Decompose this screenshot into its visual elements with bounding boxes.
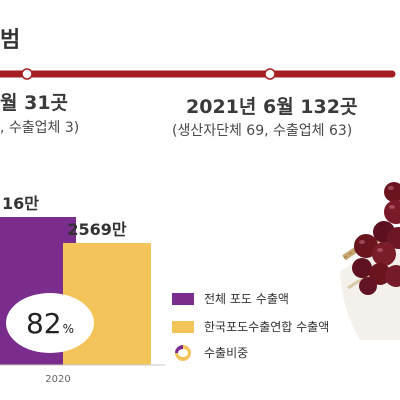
timeline <box>0 68 396 80</box>
legend-label-union: 한국포도수출연합 수출액 <box>204 320 330 334</box>
x-tick-label: 2020 <box>45 374 70 385</box>
bar-label-union: 2569만 <box>67 220 127 239</box>
timeline-marker <box>264 68 276 80</box>
legend-item-total: 전체 포도 수출액 <box>172 290 289 307</box>
share-label: 82% <box>26 307 74 340</box>
milestone-1-subtitle: , 수출업체 3) <box>0 120 80 136</box>
bar-chart: 16만 2569만 2020 82% <box>0 194 165 385</box>
milestone-2-subtitle: (생산자단체 69, 수출업체 63) <box>172 123 353 139</box>
legend-swatch-total <box>172 292 194 305</box>
legend-label-share: 수출비중 <box>204 346 249 360</box>
bar-label-total: 16만 <box>2 194 39 213</box>
legend-item-union: 한국포도수출연합 수출액 <box>172 318 329 335</box>
legend-label-total: 전체 포도 수출액 <box>204 292 289 306</box>
grapes-image <box>340 182 400 340</box>
milestone-1-title: 월 31곳 <box>0 92 69 114</box>
timeline-marker <box>21 68 33 80</box>
legend-item-share: 수출비중 <box>172 344 248 361</box>
share-bubble <box>6 293 94 353</box>
share-value: 82 <box>26 307 62 340</box>
milestone-2-title: 2021년 6월 132곳 <box>186 96 358 118</box>
chart-title: 범 <box>0 28 21 53</box>
share-swatch-icon <box>175 344 191 361</box>
legend-swatch-union <box>172 320 194 333</box>
share-unit: % <box>63 322 74 336</box>
